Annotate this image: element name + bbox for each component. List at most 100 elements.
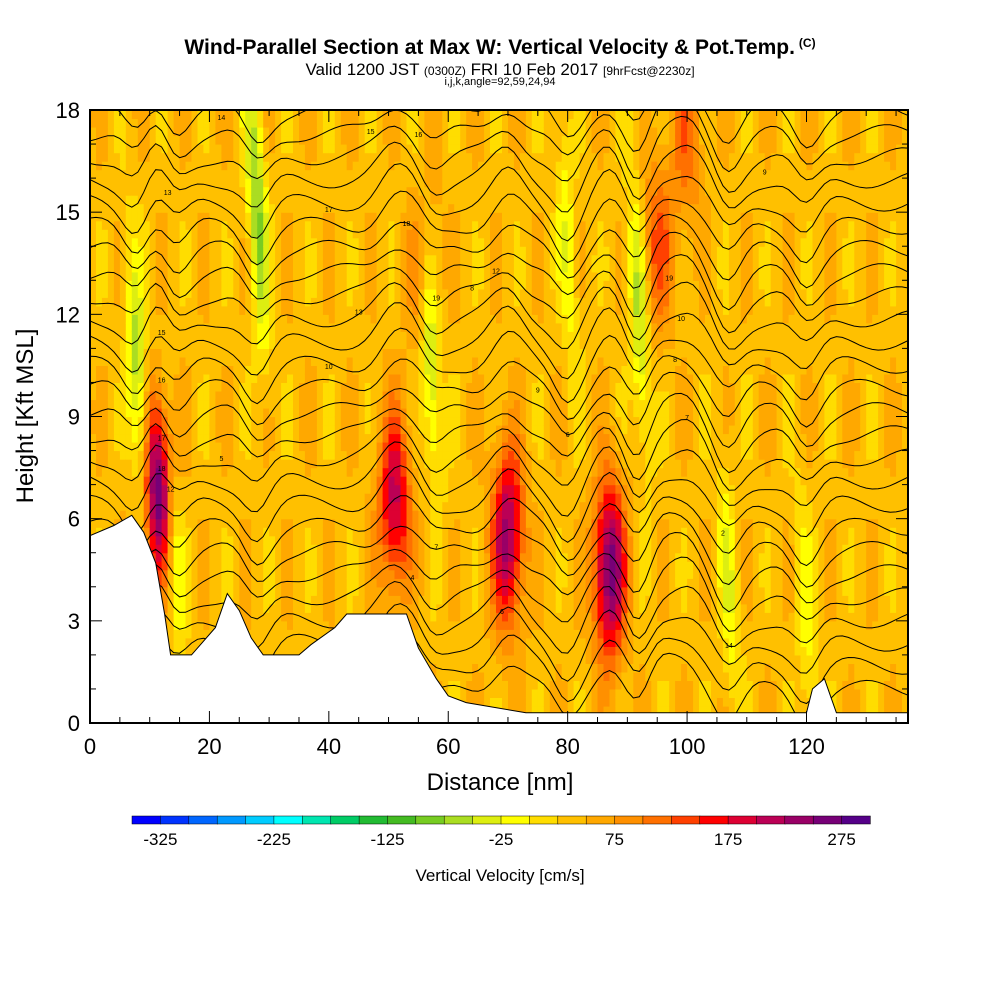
velocity-cell bbox=[340, 450, 348, 460]
velocity-cell bbox=[316, 399, 324, 409]
velocity-cell bbox=[454, 680, 461, 690]
velocity-cell bbox=[406, 212, 414, 222]
velocity-cell bbox=[352, 450, 360, 460]
velocity-cell bbox=[215, 246, 222, 256]
velocity-cell bbox=[299, 569, 306, 579]
velocity-cell bbox=[119, 237, 127, 247]
velocity-cell bbox=[334, 391, 342, 401]
velocity-cell bbox=[131, 135, 139, 145]
velocity-cell bbox=[406, 178, 414, 188]
velocity-cell bbox=[209, 510, 216, 520]
velocity-cell bbox=[346, 195, 354, 205]
velocity-cell bbox=[263, 220, 270, 230]
velocity-cell bbox=[215, 254, 222, 264]
velocity-cell bbox=[478, 484, 485, 494]
velocity-cell bbox=[113, 314, 121, 324]
velocity-cell bbox=[436, 433, 443, 443]
velocity-cell bbox=[197, 280, 205, 290]
velocity-cell bbox=[472, 680, 479, 690]
velocity-cell bbox=[496, 544, 503, 554]
velocity-cell bbox=[364, 501, 372, 511]
velocity-cell bbox=[269, 569, 276, 579]
velocity-cell bbox=[257, 629, 264, 639]
velocity-cell bbox=[209, 186, 216, 196]
velocity-cell bbox=[185, 169, 193, 179]
velocity-cell bbox=[370, 348, 378, 358]
velocity-cell bbox=[239, 152, 246, 162]
velocity-cell bbox=[460, 620, 467, 630]
velocity-cell bbox=[101, 450, 109, 460]
velocity-cell bbox=[209, 382, 216, 392]
velocity-cell bbox=[502, 561, 509, 571]
velocity-cell bbox=[448, 118, 455, 128]
velocity-cell bbox=[448, 501, 455, 511]
velocity-cell bbox=[233, 203, 240, 213]
velocity-cell bbox=[502, 569, 509, 579]
velocity-cell bbox=[275, 152, 282, 162]
velocity-cell bbox=[472, 220, 479, 230]
velocity-cell bbox=[304, 110, 312, 120]
velocity-cell bbox=[448, 144, 455, 154]
velocity-cell bbox=[448, 382, 455, 392]
velocity-cell bbox=[340, 195, 348, 205]
velocity-cell bbox=[352, 169, 360, 179]
velocity-cell bbox=[340, 527, 348, 537]
velocity-cell bbox=[287, 373, 294, 383]
velocity-cell bbox=[442, 305, 449, 315]
velocity-cell bbox=[418, 356, 425, 366]
velocity-cell bbox=[281, 476, 288, 486]
velocity-cell bbox=[352, 322, 360, 332]
velocity-cell bbox=[257, 476, 264, 486]
velocity-cell bbox=[400, 152, 408, 162]
velocity-cell bbox=[209, 484, 216, 494]
velocity-cell bbox=[215, 152, 222, 162]
velocity-cell bbox=[263, 135, 270, 145]
velocity-cell bbox=[466, 433, 473, 443]
velocity-cell bbox=[197, 501, 205, 511]
velocity-cell bbox=[167, 476, 175, 486]
velocity-cell bbox=[275, 484, 282, 494]
velocity-cell bbox=[125, 442, 133, 452]
velocity-cell bbox=[442, 169, 449, 179]
velocity-cell bbox=[143, 178, 151, 188]
velocity-cell bbox=[316, 322, 324, 332]
velocity-cell bbox=[90, 425, 97, 435]
velocity-cell bbox=[484, 322, 491, 332]
velocity-cell bbox=[107, 263, 115, 273]
velocity-cell bbox=[352, 348, 360, 358]
velocity-cell bbox=[179, 391, 187, 401]
velocity-cell bbox=[352, 356, 360, 366]
velocity-cell bbox=[430, 373, 437, 383]
velocity-cell bbox=[143, 229, 151, 239]
velocity-cell bbox=[251, 322, 258, 332]
velocity-cell bbox=[466, 203, 473, 213]
velocity-cell bbox=[394, 288, 402, 298]
velocity-cell bbox=[346, 246, 354, 256]
velocity-cell bbox=[424, 263, 431, 273]
velocity-cell bbox=[245, 433, 252, 443]
velocity-cell bbox=[209, 144, 216, 154]
velocity-cell bbox=[239, 186, 246, 196]
velocity-cell bbox=[346, 322, 354, 332]
velocity-cell bbox=[96, 382, 103, 392]
velocity-cell bbox=[119, 110, 127, 120]
velocity-cell bbox=[233, 391, 240, 401]
velocity-cell bbox=[448, 603, 455, 613]
velocity-cell bbox=[221, 425, 228, 435]
velocity-cell bbox=[221, 161, 228, 171]
velocity-cell bbox=[287, 237, 294, 247]
velocity-cell bbox=[90, 118, 97, 128]
velocity-cell bbox=[340, 212, 348, 222]
velocity-cell bbox=[364, 459, 372, 469]
velocity-cell bbox=[125, 152, 133, 162]
velocity-cell bbox=[125, 186, 133, 196]
velocity-cell bbox=[328, 263, 336, 273]
velocity-cell bbox=[334, 229, 342, 239]
velocity-cell bbox=[293, 288, 300, 298]
velocity-cell bbox=[299, 476, 306, 486]
velocity-cell bbox=[442, 450, 449, 460]
velocity-cell bbox=[173, 433, 181, 443]
velocity-cell bbox=[239, 586, 246, 596]
velocity-cell bbox=[131, 322, 139, 332]
velocity-cell bbox=[418, 212, 425, 222]
